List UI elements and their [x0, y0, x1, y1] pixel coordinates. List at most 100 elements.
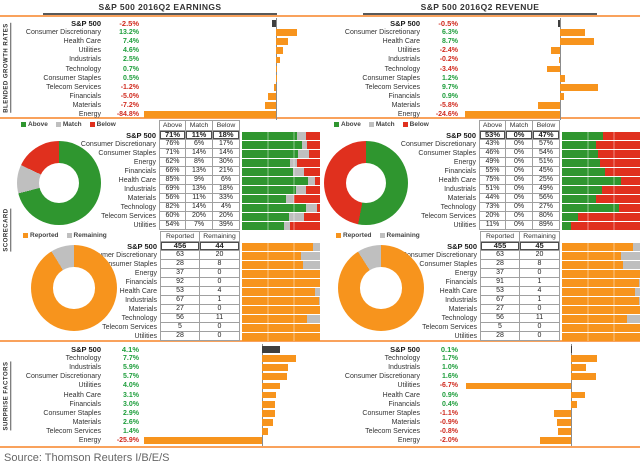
earnings-title: S&P 500 2016Q2 EARNINGS	[98, 2, 222, 12]
legend-item: Above	[334, 121, 361, 128]
stacked-bar-cell	[240, 131, 320, 140]
legend-swatch-remaining	[379, 233, 385, 238]
sector-value: -3.4%	[439, 65, 458, 73]
value-bar	[276, 56, 280, 64]
stacked-bar	[562, 279, 640, 287]
value-cell: 21%	[213, 167, 240, 176]
bar-segment-reported	[562, 333, 640, 341]
stacked-bar-cell	[560, 287, 640, 296]
value-cell: 1	[520, 296, 560, 305]
sector-row: Utilities 4.0%	[13, 380, 320, 392]
zero-axis-line	[276, 108, 278, 121]
bar-gridlines	[562, 204, 640, 212]
value-bar	[560, 92, 564, 100]
sector-value: -5.8%	[439, 101, 458, 109]
value-cell: 92	[160, 278, 200, 287]
sector-label: Industrials	[69, 364, 101, 372]
bar-segment-above	[562, 213, 578, 221]
value-cell: 54%	[159, 221, 186, 230]
value-cell: 37	[480, 269, 520, 278]
sector-label: Consumer Discretionary	[344, 29, 420, 37]
sector-value: 3.0%	[123, 400, 139, 408]
sector-row: Industrials 5.9%	[13, 362, 320, 374]
sector-label: Consumer Staples	[43, 74, 101, 82]
earnings-surprise-panel: S&P 500 4.1% Technology 7.7% Industrials 5.9%…	[13, 344, 320, 447]
value-cell: 6%	[213, 176, 240, 185]
value-bar	[558, 19, 561, 28]
stacked-bar	[562, 141, 640, 149]
stacked-bar-cell	[560, 221, 640, 230]
value-cell: 55%	[479, 167, 506, 176]
sector-value: 0.1%	[440, 345, 458, 355]
value-cell: 0	[200, 323, 240, 332]
value-bar	[560, 83, 598, 91]
sector-row: Utilities 4.6%	[13, 45, 320, 57]
bar-segment-below	[304, 213, 320, 221]
sector-label: Utilities	[78, 382, 101, 390]
stacked-bar-cell	[560, 323, 640, 332]
value-cell: 0	[200, 278, 240, 287]
sector-label: Telecom Services	[102, 324, 157, 331]
bar-segment-remaining	[314, 288, 320, 296]
sector-value: -2.4%	[439, 47, 458, 55]
value-cell: 0	[520, 305, 560, 314]
sector-label: Materials	[72, 418, 101, 426]
sector-label: Consumer Discretionary	[400, 141, 476, 148]
sector-value: 13.2%	[119, 29, 139, 37]
source-line: Source: Thomson Reuters I/B/E/S	[4, 452, 170, 464]
value-bar	[550, 47, 561, 55]
bar-segment-above	[242, 168, 294, 176]
value-cell: 45	[520, 241, 560, 251]
sector-label: Utilities	[134, 333, 157, 340]
sector-label: Technology	[120, 204, 156, 211]
stacked-bar	[242, 159, 320, 167]
sidebar-growth: BLENDED GROWTH RATES	[0, 19, 13, 117]
stacked-bar	[562, 261, 640, 269]
stacked-bar-cell	[240, 185, 320, 194]
stacked-bar-cell	[240, 296, 320, 305]
value-cell: 8%	[186, 158, 213, 167]
stacked-bar	[562, 324, 640, 332]
bar-gridlines	[242, 177, 320, 185]
sector-label: Consumer Staples	[419, 261, 477, 268]
stacked-bar	[562, 177, 640, 185]
column-header: Above	[159, 120, 186, 131]
bar-segment-below	[604, 168, 640, 176]
legend-item: Match	[55, 121, 82, 128]
sector-label: S&P 500	[126, 131, 156, 140]
bar-segment-below	[305, 132, 320, 140]
value-cell: 57%	[533, 140, 560, 149]
reported-remaining-band: Reported Remaining Reported Remaining S&P 50…	[13, 230, 640, 341]
value-cell: 37	[160, 269, 200, 278]
sector-label: Materials	[447, 195, 476, 202]
sector-row: Consumer Staples -1.1%	[320, 407, 640, 419]
bar-chart-cell	[144, 90, 318, 102]
stacked-bar	[242, 213, 320, 221]
value-cell: 0	[520, 269, 560, 278]
bar-chart-cell	[463, 108, 638, 121]
legend-swatch-match	[55, 122, 61, 127]
value-bar	[261, 345, 281, 354]
bar-gridlines	[562, 288, 640, 296]
value-bar	[556, 418, 571, 426]
legend-swatch-above	[334, 122, 339, 127]
bar-segment-above	[242, 159, 291, 167]
sector-label: Industrials	[124, 186, 156, 193]
value-cell: 0%	[506, 185, 533, 194]
sector-row: Telecom Services 9.7%	[320, 81, 640, 93]
value-bar	[560, 74, 565, 82]
sector-label: Telecom Services	[421, 213, 476, 220]
value-cell: 18%	[213, 130, 240, 140]
bar-chart-cell	[144, 353, 318, 365]
sector-label: Technology	[441, 315, 477, 322]
value-cell: 0%	[506, 149, 533, 158]
sector-label: Industrials	[388, 56, 420, 64]
value-cell: 49%	[533, 185, 560, 194]
scorecard-band: SCORECARD Above Match Below Above Match Below…	[0, 119, 640, 342]
value-cell: 69%	[159, 185, 186, 194]
bar-chart-cell	[144, 72, 318, 84]
value-bar	[261, 400, 276, 408]
bar-segment-above	[242, 204, 306, 212]
stacked-bar-cell	[240, 158, 320, 167]
sector-value: 1.2%	[442, 74, 458, 82]
